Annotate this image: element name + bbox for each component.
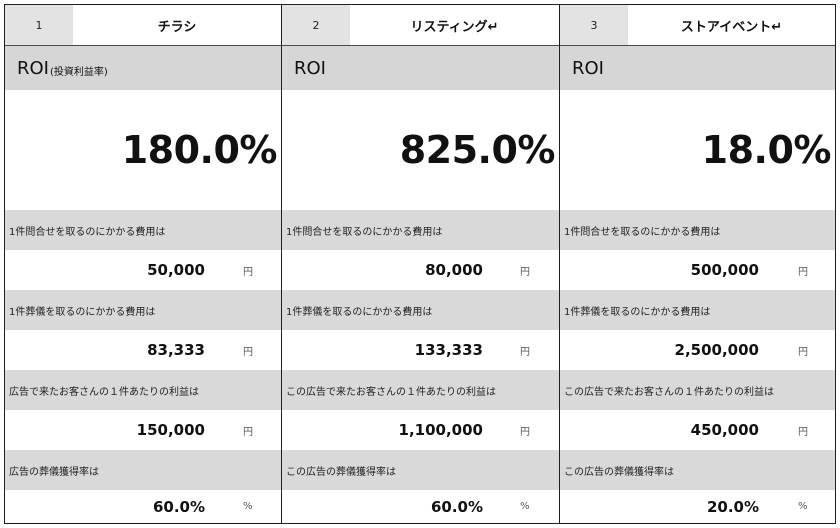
- profit-per-customer-value: 1,100,000: [398, 421, 483, 439]
- acquisition-rate-unit: %: [520, 501, 530, 512]
- profit-per-customer-label: この広告で来たお客さんの１件あたりの利益は: [282, 370, 559, 410]
- column-title: ストアイベント↵: [680, 19, 783, 35]
- roi-label: ROI: [282, 46, 559, 90]
- inquiry-cost-label: 1件問合せを取るのにかかる費用は: [560, 210, 835, 250]
- column-listing: 2 リスティング↵ ROI 825.0% 1件問合せを取るのにかかる費用は 80…: [281, 4, 560, 524]
- column-header: 3 ストアイベント↵: [560, 5, 835, 46]
- funeral-cost-row: 83,333 円: [5, 330, 281, 370]
- inquiry-cost-value: 80,000: [425, 261, 483, 279]
- profit-per-customer-label: 広告で来たお客さんの１件あたりの利益は: [5, 370, 281, 410]
- roi-value: 825.0%: [399, 128, 556, 172]
- funeral-cost-value: 133,333: [414, 341, 483, 359]
- profit-per-customer-value: 150,000: [136, 421, 205, 439]
- roi-label-subtext: (投資利益率): [49, 66, 108, 78]
- acquisition-rate-label: 広告の葬儀獲得率は: [5, 450, 281, 490]
- funeral-cost-label: 1件葬儀を取るのにかかる費用は: [560, 290, 835, 330]
- roi-label: ROI (投資利益率): [5, 46, 281, 90]
- inquiry-cost-row: 50,000 円: [5, 250, 281, 290]
- profit-per-customer-unit: 円: [520, 426, 530, 438]
- acquisition-rate-row: 60.0% %: [282, 490, 559, 523]
- acquisition-rate-row: 60.0% %: [5, 490, 281, 523]
- column-number: 3: [560, 5, 628, 45]
- inquiry-cost-row: 500,000 円: [560, 250, 835, 290]
- inquiry-cost-unit: 円: [798, 266, 808, 278]
- funeral-cost-label: 1件葬儀を取るのにかかる費用は: [5, 290, 281, 330]
- roi-label-text: ROI: [17, 57, 49, 79]
- funeral-cost-value: 83,333: [147, 341, 205, 359]
- funeral-cost-label: 1件葬儀を取るのにかかる費用は: [282, 290, 559, 330]
- acquisition-rate-value: 60.0%: [430, 497, 483, 516]
- roi-label-text: ROI: [294, 57, 326, 79]
- inquiry-cost-label: 1件問合せを取るのにかかる費用は: [282, 210, 559, 250]
- column-header: 1 チラシ: [5, 5, 281, 46]
- profit-per-customer-value: 450,000: [690, 421, 759, 439]
- profit-per-customer-row: 450,000 円: [560, 410, 835, 450]
- column-header: 2 リスティング↵: [282, 5, 559, 46]
- profit-per-customer-row: 1,100,000 円: [282, 410, 559, 450]
- inquiry-cost-unit: 円: [520, 266, 530, 278]
- roi-value: 180.0%: [121, 128, 278, 172]
- inquiry-cost-label: 1件問合せを取るのにかかる費用は: [5, 210, 281, 250]
- inquiry-cost-value: 50,000: [147, 261, 205, 279]
- funeral-cost-row: 133,333 円: [282, 330, 559, 370]
- profit-per-customer-unit: 円: [243, 426, 253, 438]
- funeral-cost-row: 2,500,000 円: [560, 330, 835, 370]
- roi-value: 18.0%: [701, 128, 832, 172]
- column-number: 2: [282, 5, 350, 45]
- profit-per-customer-unit: 円: [798, 426, 808, 438]
- inquiry-cost-row: 80,000 円: [282, 250, 559, 290]
- funeral-cost-unit: 円: [798, 346, 808, 358]
- profit-per-customer-label: この広告で来たお客さんの１件あたりの利益は: [560, 370, 835, 410]
- acquisition-rate-unit: %: [798, 501, 808, 512]
- inquiry-cost-value: 500,000: [690, 261, 759, 279]
- column-flyer: 1 チラシ ROI (投資利益率) 180.0% 1件問合せを取るのにかかる費用は…: [4, 4, 282, 524]
- column-number: 1: [5, 5, 73, 45]
- funeral-cost-value: 2,500,000: [674, 341, 759, 359]
- acquisition-rate-unit: %: [243, 501, 253, 512]
- acquisition-rate-value: 60.0%: [152, 497, 205, 516]
- roi-label: ROI: [560, 46, 835, 90]
- acquisition-rate-value: 20.0%: [706, 497, 759, 516]
- acquisition-rate-row: 20.0% %: [560, 490, 835, 523]
- roi-label-text: ROI: [572, 57, 604, 79]
- column-title: チラシ: [157, 19, 197, 35]
- acquisition-rate-label: この広告の葬儀獲得率は: [560, 450, 835, 490]
- acquisition-rate-label: この広告の葬儀獲得率は: [282, 450, 559, 490]
- column-title: リスティング↵: [410, 19, 499, 35]
- inquiry-cost-unit: 円: [243, 266, 253, 278]
- funeral-cost-unit: 円: [520, 346, 530, 358]
- profit-per-customer-row: 150,000 円: [5, 410, 281, 450]
- column-store-event: 3 ストアイベント↵ ROI 18.0% 1件問合せを取るのにかかる費用は 50…: [559, 4, 836, 524]
- funeral-cost-unit: 円: [243, 346, 253, 358]
